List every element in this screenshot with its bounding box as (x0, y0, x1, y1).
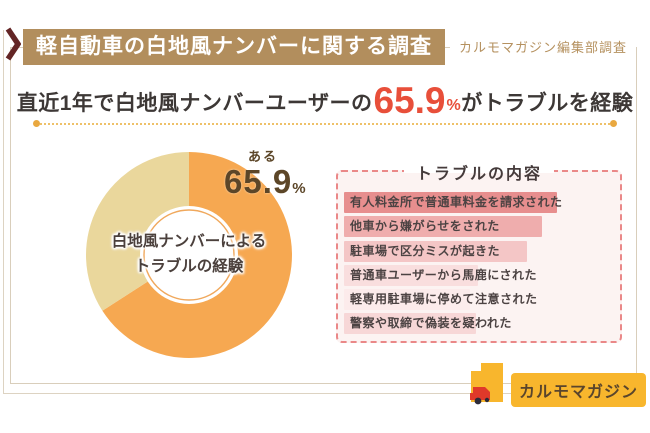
trouble-label: 軽専用駐車場に停めて注意された (350, 292, 538, 307)
trouble-bar (344, 264, 479, 286)
headline-unit: % (446, 97, 462, 114)
headline-prefix: 直近1年で白地風ナンバーユーザーの (16, 92, 373, 115)
trouble-label: 普通車ユーザーから馬鹿にされた (350, 267, 538, 282)
trouble-bar (344, 216, 543, 238)
trouble-item: 軽専用駐車場に停めて注意された (344, 289, 614, 311)
trouble-items: 有人料金所で普通車料金を請求された 他車から嫌がらせをされた 駐車場で区分ミスが起き… (344, 192, 614, 338)
trouble-item: 駐車場で区分ミスが起きた (344, 240, 614, 262)
donut-callout-unit: % (292, 180, 306, 197)
donut-callout: ある 65.9% (224, 146, 306, 200)
trouble-bar (344, 192, 558, 213)
divider-dot-left (33, 120, 40, 127)
trouble-panel-title: トラブルの内容 (403, 160, 555, 184)
header: 軽自動車の白地風ナンバーに関する調査 (5, 26, 445, 67)
outer-bottom-line (3, 393, 640, 394)
carmo-magazine-logo[interactable]: カルモマガジン (466, 360, 646, 411)
outer-left-line (3, 30, 4, 393)
donut-callout-category: ある (248, 149, 279, 164)
carmo-truck-icon (466, 360, 508, 411)
trouble-item: 他車から嫌がらせをされた (344, 216, 614, 238)
donut-callout-value: 65.9 (224, 163, 293, 200)
donut-center-line2: トラブルの経験 (134, 258, 244, 275)
donut-inner-ring (143, 209, 235, 301)
trouble-bar (344, 240, 528, 262)
trouble-item: 有人料金所で普通車料金を請求された (344, 192, 614, 213)
donut-center-line1: 白地風ナンバーによる (111, 233, 267, 251)
donut-hole (140, 206, 238, 304)
trouble-label: 警察や取締で偽装を疑われた (350, 316, 512, 331)
trouble-bar (344, 289, 470, 311)
donut-center-label: 白地風ナンバーによる トラブルの経験 (84, 150, 294, 360)
dotted-divider (33, 120, 617, 127)
trouble-item: 普通車ユーザーから馬鹿にされた (344, 264, 614, 286)
headline: 直近1年で白地風ナンバーユーザーの65.9%がトラブルを経験 (0, 80, 650, 122)
right-chevron-icon (5, 26, 22, 67)
trouble-label: 有人料金所で普通車料金を請求された (350, 195, 563, 209)
trouble-label: 駐車場で区分ミスが起きた (350, 243, 501, 258)
headline-suffix: がトラブルを経験 (461, 92, 634, 115)
trouble-label: 他車から嫌がらせをされた (350, 219, 500, 234)
divider-dot-right (610, 120, 617, 127)
trouble-bar (344, 313, 477, 335)
survey-credit: カルモマガジン編集部調査 (450, 40, 637, 55)
donut-chart (85, 152, 292, 358)
headline-value: 65.9 (373, 80, 446, 121)
logo-wordmark: カルモマガジン (510, 373, 646, 407)
survey-title-badge: 軽自動車の白地風ナンバーに関する調査 (23, 28, 445, 65)
trouble-item: 警察や取締で偽装を疑われた (344, 313, 614, 335)
trouble-panel: トラブルの内容 有人料金所で普通車料金を請求された 他車から嫌がらせをされた 駐車場… (336, 160, 622, 343)
